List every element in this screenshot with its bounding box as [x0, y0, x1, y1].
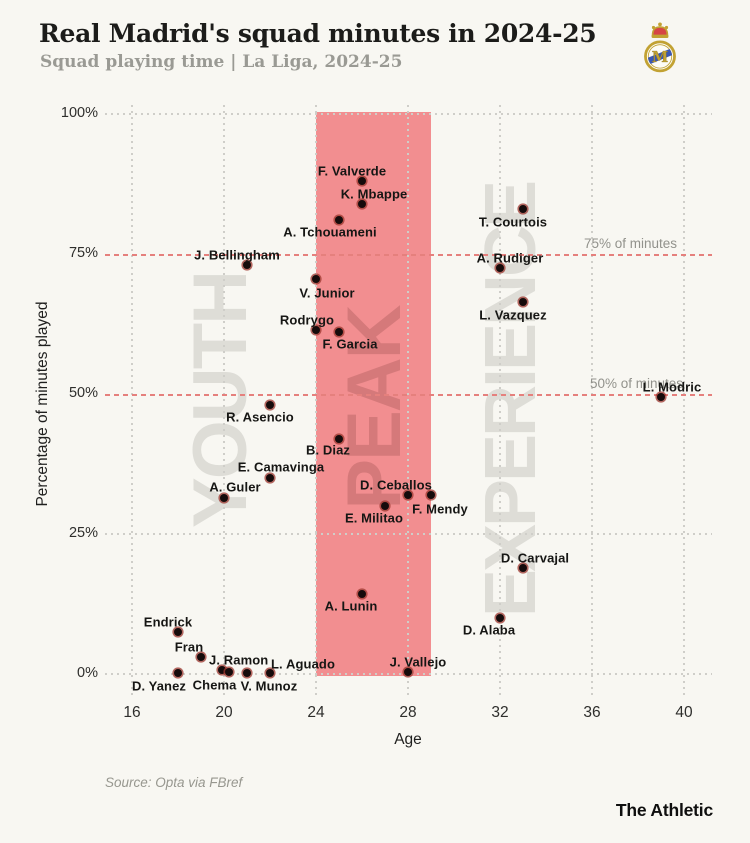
data-point	[358, 589, 366, 598]
reference-line-label-50: 50% of minutes	[589, 376, 683, 391]
player-label: D. Carvajal	[500, 550, 570, 566]
data-point	[243, 668, 251, 677]
player-label: V. Munoz	[240, 678, 298, 694]
athletic-wordmark: The Athletic	[615, 800, 713, 820]
data-point	[427, 490, 435, 499]
source-note: Source: Opta via FBref	[105, 775, 243, 790]
data-point	[174, 628, 182, 636]
player-label: Fran	[174, 639, 204, 655]
reference-line-label-75: 75% of minutes	[583, 236, 677, 251]
player-label: F. Mendy	[412, 501, 468, 517]
player-label: V. Junior	[299, 285, 355, 301]
data-point	[220, 493, 228, 502]
player-label: Chema	[192, 677, 237, 693]
data-point	[312, 275, 320, 284]
data-point	[404, 490, 412, 499]
player-label: T. Courtois	[478, 214, 548, 230]
y-tick-label-75: 75%	[68, 245, 98, 261]
data-point	[358, 199, 366, 208]
player-label: L. Aguado	[271, 656, 335, 672]
player-label: L. Vazquez	[479, 307, 547, 323]
player-label: R. Asencio	[226, 409, 294, 425]
data-point	[335, 216, 343, 225]
data-point	[657, 392, 665, 401]
player-label: A. Rudiger	[476, 250, 544, 266]
player-label: F. Valverde	[317, 163, 387, 179]
player-label: Endrick	[143, 614, 193, 630]
player-label: A. Tchouameni	[283, 224, 377, 240]
data-point	[217, 665, 226, 674]
data-point	[335, 328, 343, 337]
grid-line-y-25	[105, 533, 712, 535]
data-point	[496, 614, 504, 622]
x-tick-label-40: 40	[675, 704, 693, 721]
player-label: J. Ramon	[209, 652, 269, 668]
grid-line-x-32	[499, 105, 501, 697]
data-point	[381, 502, 389, 510]
grid-line-y-100	[105, 113, 712, 115]
player-label: F. Garcia	[322, 336, 378, 352]
data-point	[243, 261, 251, 270]
x-tick-label-28: 28	[399, 704, 417, 721]
data-point	[266, 668, 274, 677]
data-point	[312, 325, 320, 334]
y-tick-label-0: 0%	[77, 665, 98, 681]
data-point	[335, 434, 343, 443]
data-point	[519, 205, 527, 214]
player-label: D. Ceballos	[360, 477, 432, 493]
player-label: L. Modric	[642, 379, 702, 395]
grid-line-x-40	[683, 105, 685, 697]
player-label: J. Vallejo	[389, 654, 447, 670]
page-title: Real Madrid's squad minutes in 2024-25	[39, 19, 597, 48]
player-label: D. Alaba	[462, 622, 516, 638]
player-label: B. Diaz	[305, 442, 351, 458]
y-axis-title: Percentage of minutes played	[34, 301, 51, 507]
data-point	[197, 653, 205, 662]
player-label: A. Guler	[209, 479, 261, 495]
data-point	[224, 667, 233, 676]
svg-text:M: M	[652, 48, 668, 66]
player-label: K. Mbappe	[340, 186, 408, 202]
y-tick-label-25: 25%	[68, 525, 98, 541]
x-tick-label-20: 20	[215, 704, 233, 721]
page-subtitle: Squad playing time | La Liga, 2024-25	[40, 52, 403, 72]
real-madrid-crest-icon: M	[644, 22, 676, 73]
player-label: D. Yanez	[131, 678, 187, 694]
data-point	[404, 667, 412, 676]
grid-line-x-20	[223, 105, 225, 697]
y-tick-label-100: 100%	[60, 105, 98, 121]
grid-line-x-28	[407, 105, 409, 697]
data-point	[358, 177, 366, 186]
player-label: E. Camavinga	[237, 459, 325, 475]
data-point	[174, 668, 182, 677]
x-tick-label-36: 36	[583, 704, 601, 721]
data-point	[266, 401, 274, 410]
data-point	[519, 297, 527, 306]
player-label: A. Lunin	[324, 598, 378, 614]
player-label: Rodrygo	[279, 312, 335, 328]
player-label: E. Militao	[344, 510, 404, 526]
grid-line-x-24	[315, 105, 317, 697]
player-label: J. Bellingham	[194, 247, 280, 263]
reference-line-75	[105, 254, 712, 256]
x-axis-title: Age	[394, 731, 422, 748]
x-tick-label-16: 16	[123, 704, 141, 721]
y-tick-label-50: 50%	[68, 385, 98, 401]
data-point	[496, 264, 504, 272]
x-tick-label-24: 24	[307, 704, 325, 721]
data-point	[519, 563, 527, 572]
x-tick-label-32: 32	[491, 704, 509, 721]
data-point	[266, 474, 274, 482]
grid-line-x-36	[591, 105, 593, 697]
grid-line-x-16	[131, 105, 133, 697]
reference-line-50	[105, 394, 712, 396]
